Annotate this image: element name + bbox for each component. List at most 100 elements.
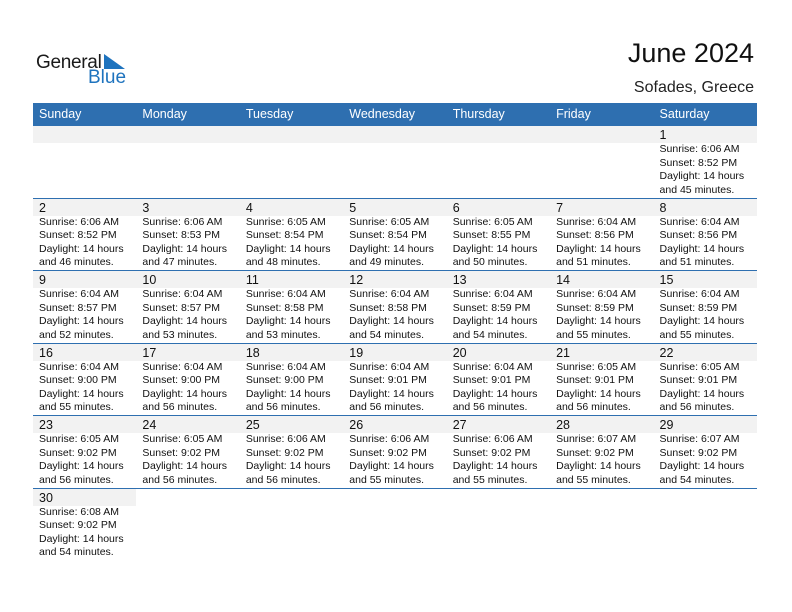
day-cell: 17 Sunrise: 6:04 AM Sunset: 9:00 PM Dayligh… (136, 344, 239, 416)
weekday-tuesday: Tuesday (245, 107, 294, 121)
sunset-text: Sunset: 8:56 PM (556, 229, 634, 242)
daylight-text: Daylight: 14 hours (245, 387, 331, 400)
day-cell: 21 Sunrise: 6:05 AM Sunset: 9:01 PM Dayligh… (550, 344, 653, 416)
week-row: 1 Sunrise: 6:06 AM Sunset: 8:52 PM Daylight… (33, 126, 757, 199)
day-number: 24 (142, 418, 157, 433)
day-number: 12 (349, 273, 364, 288)
sunrise-text: Sunrise: 6:04 AM (659, 215, 740, 228)
sunrise-text: Sunrise: 6:06 AM (349, 433, 430, 446)
day-number: 18 (245, 345, 260, 360)
daylight-minutes-text: and 56 minutes. (245, 473, 321, 486)
sunrise-text: Sunrise: 6:04 AM (452, 288, 533, 301)
day-number: 9 (39, 273, 46, 288)
daylight-minutes-text: and 49 minutes. (349, 256, 424, 269)
sunrise-text: Sunrise: 6:04 AM (245, 288, 326, 301)
daylight-text: Daylight: 14 hours (556, 315, 641, 328)
date-band (33, 343, 757, 361)
date-band (33, 126, 757, 143)
day-cell: 28 Sunrise: 6:07 AM Sunset: 9:02 PM Dayligh… (550, 416, 653, 488)
daylight-minutes-text: and 52 minutes. (39, 328, 114, 341)
sunset-text: Sunset: 9:02 PM (142, 446, 221, 459)
day-cell: 5 Sunrise: 6:05 AM Sunset: 8:54 PM Daylight… (343, 199, 446, 271)
sunrise-text: Sunrise: 6:04 AM (349, 360, 430, 373)
daylight-text: Daylight: 14 hours (142, 242, 228, 255)
empty-cell (447, 126, 550, 198)
sunrise-text: Sunrise: 6:04 AM (349, 288, 430, 301)
daylight-minutes-text: and 56 minutes. (452, 401, 528, 414)
sunrise-text: Sunrise: 6:04 AM (142, 288, 223, 301)
daylight-text: Daylight: 14 hours (659, 460, 745, 473)
day-cell: 7 Sunrise: 6:04 AM Sunset: 8:56 PM Daylight… (550, 199, 653, 271)
day-cell: 13 Sunrise: 6:04 AM Sunset: 8:59 PM Dayligh… (447, 271, 550, 343)
daylight-text: Daylight: 14 hours (142, 460, 228, 473)
daylight-minutes-text: and 56 minutes. (245, 401, 321, 414)
logo-word-blue: Blue (88, 67, 127, 88)
day-cell: 20 Sunrise: 6:04 AM Sunset: 9:01 PM Dayligh… (447, 344, 550, 416)
daylight-minutes-text: and 51 minutes. (659, 256, 735, 269)
daylight-minutes-text: and 56 minutes. (659, 401, 735, 414)
empty-cell (550, 126, 653, 198)
calendar-grid: 1 Sunrise: 6:06 AM Sunset: 8:52 PM Daylight… (33, 126, 757, 562)
week-row: 16 Sunrise: 6:04 AM Sunset: 9:00 PM Dayligh… (33, 343, 757, 417)
day-number: 14 (556, 273, 571, 288)
daylight-minutes-text: and 54 minutes. (452, 328, 528, 341)
sunrise-text: Sunrise: 6:07 AM (659, 433, 740, 446)
day-cell: 19 Sunrise: 6:04 AM Sunset: 9:01 PM Dayligh… (343, 344, 446, 416)
day-number: 23 (39, 418, 53, 433)
daylight-minutes-text: and 45 minutes. (659, 183, 735, 196)
daylight-text: Daylight: 14 hours (142, 387, 228, 400)
day-cell: 4 Sunrise: 6:05 AM Sunset: 8:54 PM Daylight… (240, 199, 343, 271)
daylight-minutes-text: and 48 minutes. (245, 256, 321, 269)
sunset-text: Sunset: 8:54 PM (245, 229, 324, 242)
sunset-text: Sunset: 8:52 PM (39, 229, 117, 242)
empty-cell (447, 489, 550, 562)
daylight-minutes-text: and 53 minutes. (142, 328, 218, 341)
day-cell: 2 Sunrise: 6:06 AM Sunset: 8:52 PM Daylight… (33, 199, 136, 271)
daylight-minutes-text: and 47 minutes. (142, 256, 218, 269)
sunrise-text: Sunrise: 6:04 AM (556, 288, 637, 301)
location: Sofades, Greece (633, 79, 754, 96)
daylight-text: Daylight: 14 hours (39, 532, 124, 545)
day-cell: 10 Sunrise: 6:04 AM Sunset: 8:57 PM Dayligh… (136, 271, 239, 343)
sunrise-text: Sunrise: 6:06 AM (659, 143, 740, 155)
daylight-text: Daylight: 14 hours (556, 242, 641, 255)
date-band (33, 271, 757, 289)
day-number: 13 (452, 273, 467, 288)
empty-cell (343, 126, 446, 198)
day-cell: 26 Sunrise: 6:06 AM Sunset: 9:02 PM Dayligh… (343, 416, 446, 488)
daylight-minutes-text: and 55 minutes. (349, 473, 424, 486)
daylight-text: Daylight: 14 hours (39, 460, 124, 473)
day-number: 15 (659, 273, 674, 288)
day-cell: 9 Sunrise: 6:04 AM Sunset: 8:57 PM Daylight… (33, 271, 136, 343)
daylight-text: Daylight: 14 hours (142, 315, 228, 328)
weekday-saturday: Saturday (659, 107, 710, 121)
sunrise-text: Sunrise: 6:04 AM (659, 288, 740, 301)
sunset-text: Sunset: 8:59 PM (556, 301, 634, 314)
day-number: 8 (659, 200, 667, 215)
day-number: 3 (142, 200, 150, 215)
empty-cell (240, 489, 343, 562)
sunset-text: Sunset: 9:01 PM (349, 374, 427, 387)
day-cell: 30 Sunrise: 6:08 AM Sunset: 9:02 PM Dayligh… (33, 489, 136, 562)
day-cell: 1 Sunrise: 6:06 AM Sunset: 8:52 PM Daylight… (654, 126, 757, 198)
empty-cell (240, 126, 343, 198)
day-cell: 3 Sunrise: 6:06 AM Sunset: 8:53 PM Daylight… (136, 199, 239, 271)
weekday-wednesday: Wednesday (349, 107, 416, 121)
sunrise-text: Sunrise: 6:04 AM (245, 360, 326, 373)
day-number: 30 (39, 490, 53, 505)
daylight-minutes-text: and 56 minutes. (39, 473, 114, 486)
sunrise-text: Sunrise: 6:04 AM (556, 215, 637, 228)
daylight-text: Daylight: 14 hours (452, 242, 538, 255)
sunrise-text: Sunrise: 6:06 AM (245, 433, 326, 446)
daylight-minutes-text: and 54 minutes. (659, 473, 735, 486)
sunset-text: Sunset: 8:59 PM (659, 301, 738, 314)
day-number: 7 (556, 200, 564, 215)
sunrise-text: Sunrise: 6:04 AM (39, 360, 119, 373)
empty-cell (136, 489, 239, 562)
weekday-friday: Friday (556, 107, 591, 121)
daylight-text: Daylight: 14 hours (349, 315, 434, 328)
sunrise-text: Sunrise: 6:05 AM (349, 215, 430, 228)
week-row: 2 Sunrise: 6:06 AM Sunset: 8:52 PM Daylight… (33, 198, 757, 272)
empty-cell (136, 126, 239, 198)
daylight-text: Daylight: 14 hours (245, 460, 331, 473)
